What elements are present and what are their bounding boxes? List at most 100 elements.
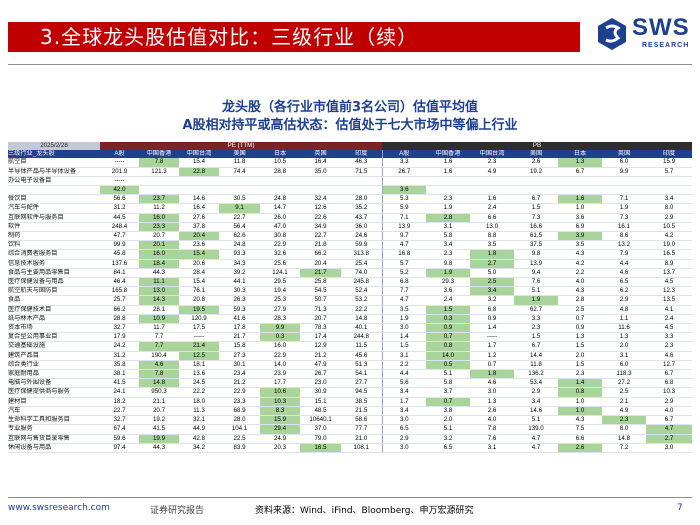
pe-cell: 32.4 bbox=[300, 194, 341, 205]
pb-cell: 1.3 bbox=[602, 332, 647, 343]
pb-cell: 2.3 bbox=[602, 415, 647, 426]
pe-cell: 11.8 bbox=[219, 158, 260, 168]
pe-cell: 66.2 bbox=[100, 305, 139, 315]
pe-cell: 68.9 bbox=[219, 406, 260, 417]
pe-cell bbox=[300, 176, 341, 187]
pb-cell: 4.7 bbox=[381, 240, 427, 251]
table-row: 生命科学工具和服务目 32.7 19.2 32.1 28.0 15.9 10640.1 58.… bbox=[8, 415, 693, 426]
pe-cell: 35.2 bbox=[341, 203, 383, 214]
column-header: 中国香港 bbox=[139, 150, 179, 159]
pe-cell: 34.9 bbox=[300, 222, 341, 233]
pb-cell: 4.9 bbox=[602, 406, 647, 417]
pb-cell: 3.5 bbox=[558, 240, 603, 251]
pb-cell: 5.9 bbox=[381, 203, 427, 214]
slide-header: 3.全球龙头股估值对比：三级行业（续） SWS RESEARCH bbox=[0, 0, 700, 70]
table-row: 汽车与配件 31.2 11.2 16.4 9.1 14.7 12.6 35.2 5.9 1.9 2.… bbox=[8, 203, 693, 214]
pe-cell: 20.4 bbox=[179, 231, 219, 242]
pe-cell: 24.6 bbox=[341, 231, 383, 242]
pe-cell: 28.0 bbox=[341, 194, 383, 205]
pe-cell: 10.5 bbox=[260, 158, 300, 168]
industry-name: 汽车 bbox=[8, 406, 100, 417]
pe-cell: 77.7 bbox=[341, 424, 383, 435]
industry-name: 半导体产品与半导体设备 bbox=[8, 167, 100, 177]
pb-cell: 14.8 bbox=[602, 434, 647, 444]
pe-cell bbox=[219, 185, 260, 196]
table-group-header: 2025/2/28 PE (TTM) PB bbox=[8, 142, 693, 151]
pb-cell: 26.7 bbox=[381, 167, 427, 177]
pb-cell: 1.6 bbox=[470, 194, 515, 205]
pe-cell: 44.1 bbox=[219, 277, 260, 288]
pb-cell: 3.4 bbox=[381, 387, 427, 398]
pb-cell: 1.7 bbox=[470, 341, 515, 352]
pb-cell: 136.2 bbox=[514, 369, 559, 380]
pe-cell: 35.8 bbox=[100, 360, 139, 371]
pe-cell: 39.2 bbox=[219, 268, 260, 279]
pb-cell: 6.0 bbox=[602, 360, 647, 371]
pe-cell: 44.3 bbox=[139, 268, 179, 279]
pb-cell: 5.0 bbox=[470, 268, 515, 279]
footer-source: 资料来源：Wind、iFind、Bloomberg、申万宏源研究 bbox=[255, 506, 474, 516]
pb-cell: 4.5 bbox=[646, 323, 693, 334]
pe-cell: 15.4 bbox=[179, 277, 219, 288]
page-number: 7 bbox=[677, 503, 683, 513]
table-row: 食品 25.7 14.3 20.8 26.3 25.3 50.7 53.2 4.7 2.4 3.2 1… bbox=[8, 295, 693, 306]
pe-cell: 11.5 bbox=[341, 341, 383, 352]
pb-cell: 16.1 bbox=[602, 222, 647, 233]
table-row: 食品与主要用品零售目 84.1 44.3 28.4 39.2 124.1 21.7 74.0 5… bbox=[8, 268, 693, 279]
pe-cell: 10.9 bbox=[139, 314, 179, 325]
pb-cell: 14.6 bbox=[514, 406, 559, 417]
industry-name: 办公电子设备目 bbox=[8, 176, 100, 187]
pb-cell: 1.0 bbox=[558, 397, 603, 407]
pb-cell: 8.8 bbox=[470, 231, 515, 242]
pe-cell: ----- bbox=[179, 332, 219, 343]
table-row: 资本市场 32.7 11.7 17.5 17.8 9.9 78.3 40.1 3.0 0.9 1.4… bbox=[8, 323, 693, 334]
pb-cell: 6.2 bbox=[602, 286, 647, 297]
pb-cell: 7.8 bbox=[470, 424, 515, 435]
pe-cell: 18.2 bbox=[100, 397, 139, 407]
pb-cell: 53.4 bbox=[514, 378, 559, 389]
pe-cell: 244.8 bbox=[341, 332, 383, 343]
pb-cell: 3.6 bbox=[426, 286, 471, 297]
pb-cell: 19.0 bbox=[646, 240, 693, 251]
pb-cell: 2.6 bbox=[470, 406, 515, 417]
pb-cell: 9.9 bbox=[602, 167, 647, 177]
pe-cell: 19.4 bbox=[260, 286, 300, 297]
pb-cell: 4.5 bbox=[646, 277, 693, 288]
table-date: 2025/2/28 bbox=[8, 142, 100, 151]
pe-cell: 23.3 bbox=[219, 397, 260, 407]
industry-name: 专业服务 bbox=[8, 424, 100, 435]
table-row: 医疗保健设备与用品 46.4 11.1 15.4 44.1 29.5 25.8 245.8 6.… bbox=[8, 277, 693, 288]
pe-cell: 313.8 bbox=[341, 249, 383, 260]
pb-cell: 2.3 bbox=[558, 369, 603, 380]
pe-cell: 25.6 bbox=[260, 259, 300, 269]
pb-cell bbox=[602, 185, 647, 196]
pe-cell: 35.0 bbox=[300, 167, 341, 177]
subtitle-line-1: 龙头股（各行业市值前3名公司）估值平均值 bbox=[221, 100, 479, 115]
pb-cell: 3.4 bbox=[470, 286, 515, 297]
pe-cell: 22.7 bbox=[300, 231, 341, 242]
pb-cell: 4.8 bbox=[602, 305, 647, 315]
pb-cell: 11.8 bbox=[514, 360, 559, 371]
pe-cell: 27.9 bbox=[260, 305, 300, 315]
pb-cell: 3.0 bbox=[381, 323, 427, 334]
pb-cell: 13.7 bbox=[646, 268, 693, 279]
pb-cell: 1.7 bbox=[381, 397, 427, 407]
pe-cell: 245.8 bbox=[341, 277, 383, 288]
pe-cell: 14.6 bbox=[179, 194, 219, 205]
pb-cell: 13.9 bbox=[514, 259, 559, 269]
pe-cell: 19.2 bbox=[139, 415, 179, 426]
industry-name: 综合类行业 bbox=[8, 360, 100, 371]
pe-cell: 0.3 bbox=[260, 332, 300, 343]
pe-cell: 94.5 bbox=[341, 387, 383, 398]
pb-cell: 1.9 bbox=[381, 314, 427, 325]
pe-cell: 17.5 bbox=[179, 323, 219, 334]
pe-cell: 32.6 bbox=[260, 249, 300, 260]
pb-cell: 3.1 bbox=[470, 443, 515, 453]
pb-group-label: PB bbox=[382, 142, 693, 151]
pb-cell: 4.0 bbox=[646, 406, 693, 417]
pb-cell: 13.0 bbox=[470, 222, 515, 233]
pb-cell: 3.3 bbox=[514, 314, 559, 325]
pe-cell: 22.6 bbox=[300, 213, 341, 223]
footer-url[interactable]: www.swsresearch.com bbox=[8, 503, 110, 513]
pb-cell: 16.5 bbox=[646, 249, 693, 260]
